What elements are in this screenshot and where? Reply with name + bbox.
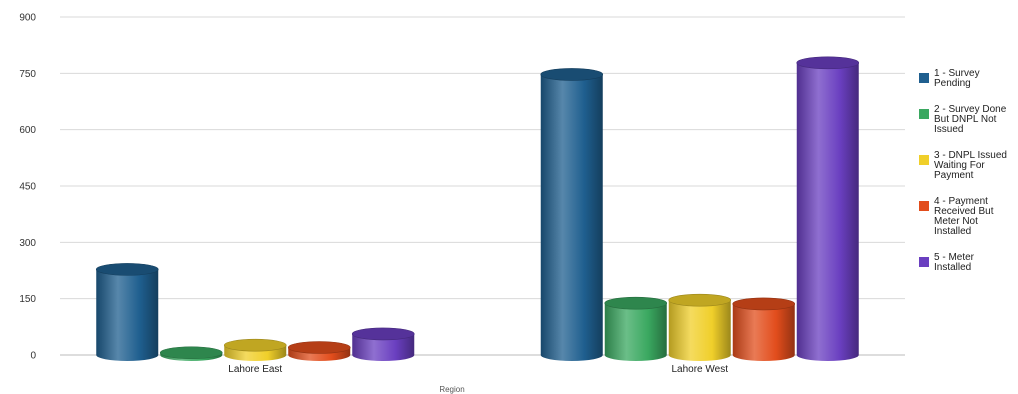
bar-5-lahore-east (351, 327, 415, 361)
bar-3-lahore-east (223, 338, 287, 361)
y-tick-label: 150 (19, 294, 36, 305)
y-tick-label: 450 (19, 182, 36, 193)
bars (95, 56, 860, 362)
legend-label-line: Installed (934, 262, 971, 273)
y-tick-label: 300 (19, 238, 36, 249)
bar-2-lahore-west (604, 296, 668, 361)
legend-label-line: 2 - Survey Done (934, 104, 1007, 115)
y-tick-label: 750 (19, 69, 36, 80)
legend-label-line: 1 - Survey (934, 68, 980, 79)
legend-label-line: 4 - Payment (934, 196, 988, 207)
x-category-label: Lahore East (228, 364, 282, 375)
legend-label-line: Pending (934, 78, 971, 89)
legend-label-line: Issued (934, 124, 963, 135)
y-tick-label: 600 (19, 125, 36, 136)
legend-label-line: 5 - Meter (934, 252, 975, 263)
x-axis-title: Region (439, 385, 464, 394)
y-axis-ticks: 0 150 300 450 600 750 900 (19, 13, 36, 362)
gridlines (60, 16, 905, 300)
y-tick-label: 900 (19, 13, 36, 24)
legend-swatch (919, 73, 929, 83)
legend-label-line: Waiting For (934, 160, 985, 171)
legend-swatch (919, 109, 929, 119)
legend-label-line: Payment (934, 170, 974, 181)
bar-2-lahore-east (159, 346, 223, 361)
bar-1-lahore-east (95, 263, 159, 361)
legend-label-line: Installed (934, 226, 971, 237)
bar-5-lahore-west (796, 56, 860, 361)
legend-swatch (919, 155, 929, 165)
legend-label-line: Meter Not (934, 216, 978, 227)
legend-swatch (919, 257, 929, 267)
legend-label-line: But DNPL Not (934, 114, 997, 125)
bar-1-lahore-west (540, 68, 604, 362)
legend-label-line: 3 - DNPL Issued (934, 150, 1007, 161)
legend-label-line: Received But (934, 206, 994, 217)
bar-4-lahore-east (287, 341, 351, 361)
x-category-label: Lahore West (671, 364, 728, 375)
bar-3-lahore-west (668, 293, 732, 361)
y-tick-label: 0 (30, 351, 36, 362)
bar-4-lahore-west (732, 297, 796, 361)
legend-swatch (919, 201, 929, 211)
x-axis-categories: Lahore East Lahore West (228, 364, 728, 375)
